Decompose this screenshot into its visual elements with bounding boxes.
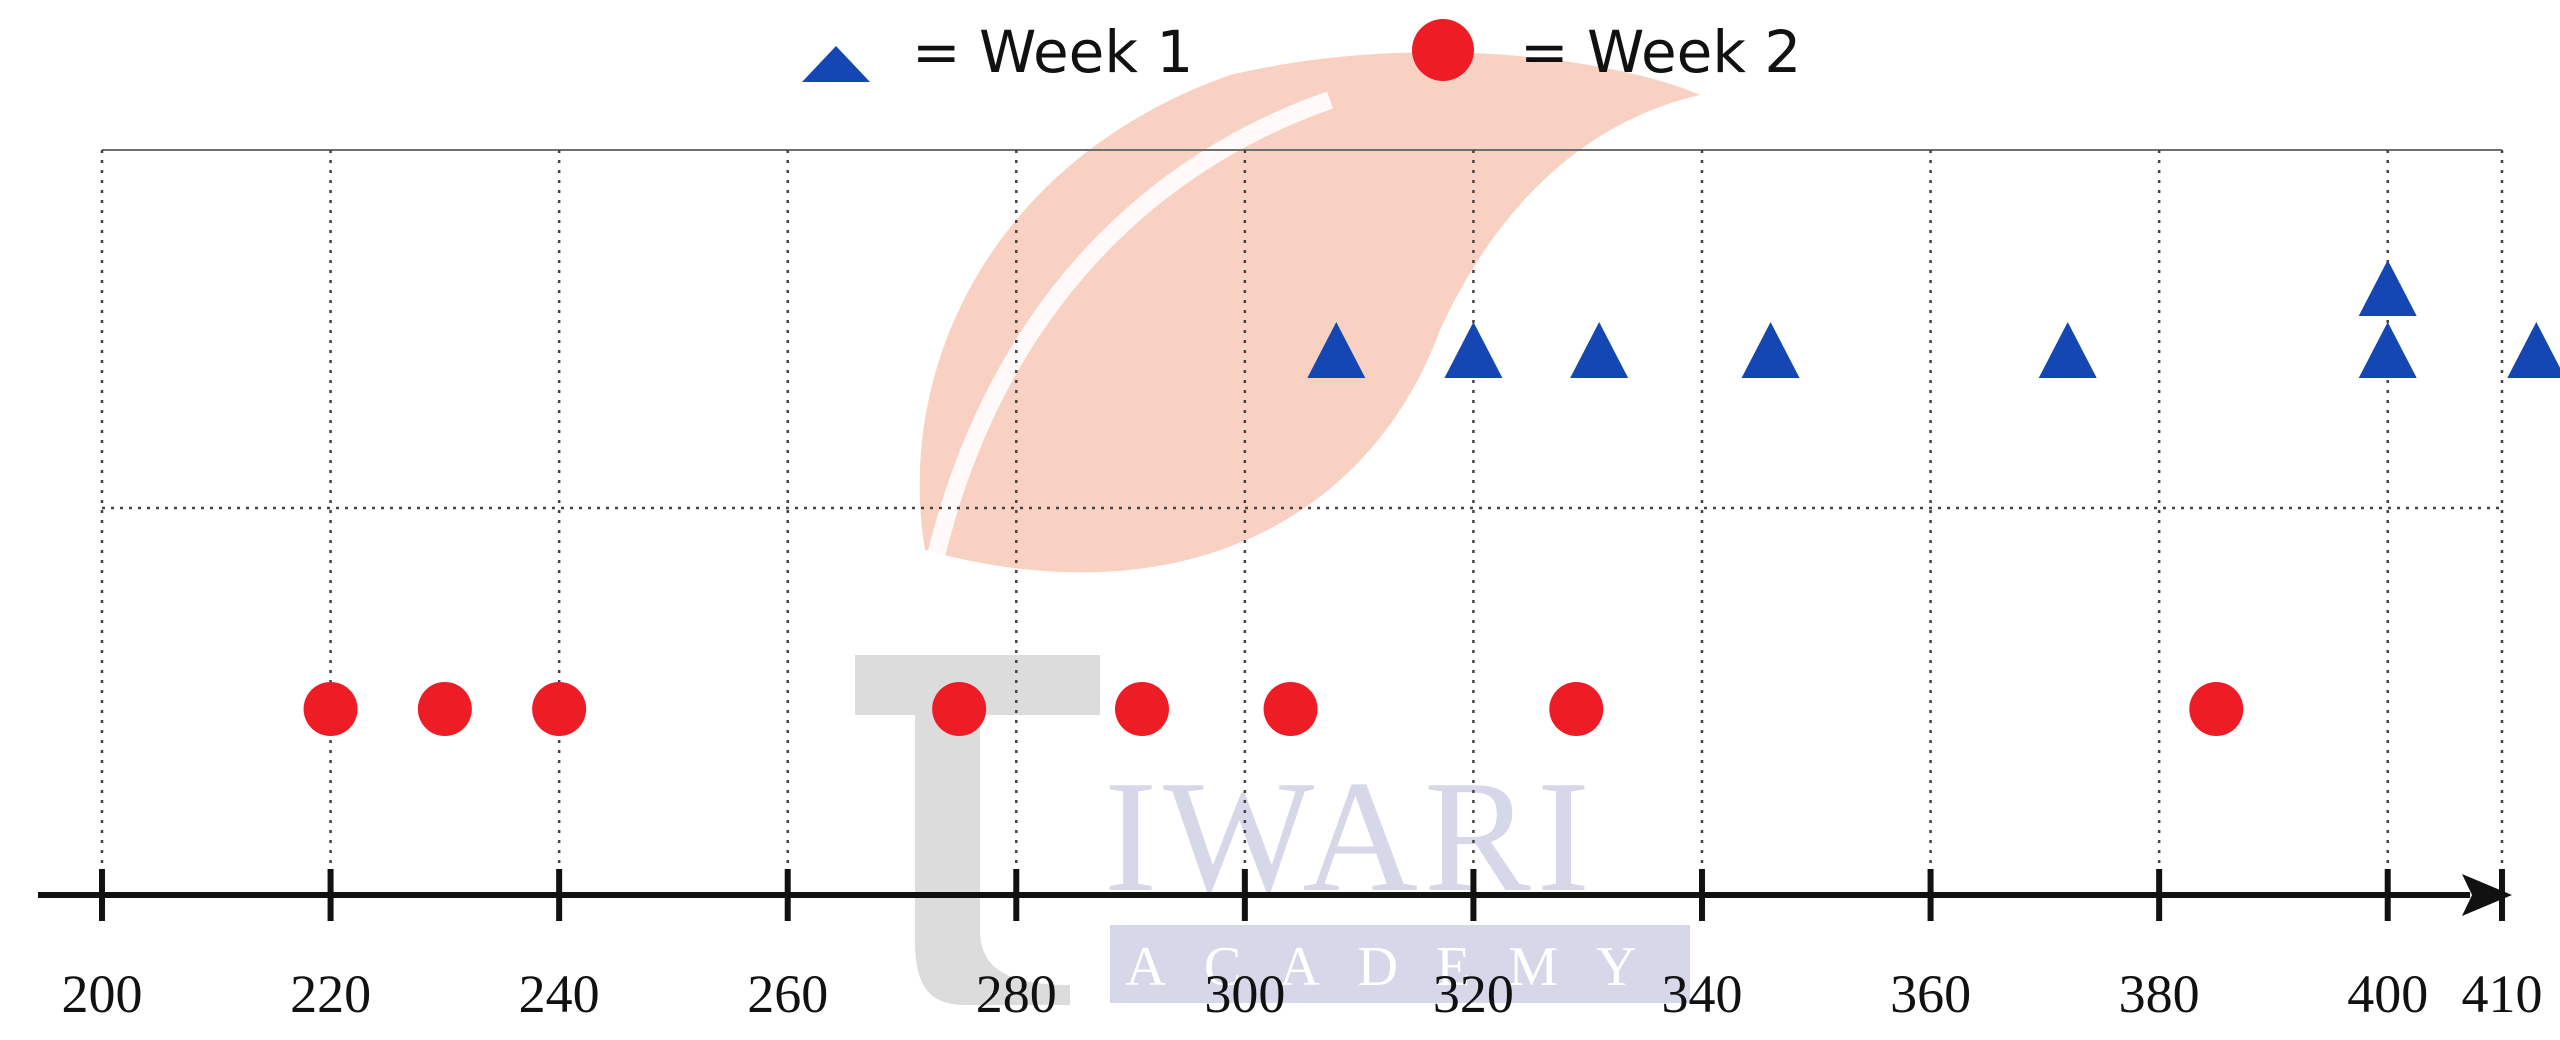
x-axis xyxy=(38,874,2512,916)
week2-point xyxy=(1549,682,1604,736)
week2-point xyxy=(303,682,358,736)
x-tick-label: 380 xyxy=(2119,964,2200,1024)
x-tick-label: 340 xyxy=(1662,964,1743,1024)
week1-point xyxy=(1307,322,1366,378)
x-tick-label: 220 xyxy=(290,964,371,1024)
x-tick-label: 300 xyxy=(1204,964,1285,1024)
watermark-t-letter xyxy=(855,655,1100,1005)
week2-point xyxy=(1263,682,1318,736)
x-ticks: 200 220 240 260 280 300 320 340 360 380 400 410 xyxy=(62,869,2543,1024)
watermark-subtext: ACADEMY xyxy=(1125,936,1674,998)
x-tick-label: 260 xyxy=(747,964,828,1024)
x-tick-label: 200 xyxy=(62,964,143,1024)
x-tick-label: 240 xyxy=(519,964,600,1024)
legend-week1-label: = Week 1 xyxy=(912,18,1193,86)
watermark: IWARI ACADEMY xyxy=(855,52,1700,1005)
x-axis-arrowhead xyxy=(2462,874,2512,916)
grid xyxy=(100,149,2504,895)
week1-point xyxy=(1570,322,1629,378)
watermark-subtext-band xyxy=(1110,925,1690,1003)
watermark-leaf-stroke xyxy=(926,91,1333,563)
legend: = Week 1 = Week 2 xyxy=(802,18,1801,86)
week2-point xyxy=(417,682,472,736)
week1-point xyxy=(1444,322,1503,378)
x-tick-label: 360 xyxy=(1890,964,1971,1024)
x-tick-label: 280 xyxy=(976,964,1057,1024)
week2-point xyxy=(2189,682,2244,736)
week2-point xyxy=(932,682,987,736)
week1-point xyxy=(2358,322,2417,378)
week2-point xyxy=(532,682,587,736)
watermark-text: IWARI xyxy=(1104,747,1596,925)
x-tick-label: 410 xyxy=(2462,964,2543,1024)
watermark-leaf xyxy=(919,52,1700,573)
x-tick-label: 320 xyxy=(1433,964,1514,1024)
legend-week2-marker xyxy=(1412,19,1474,81)
legend-week1-marker xyxy=(802,46,870,82)
x-tick-label: 400 xyxy=(2347,964,2428,1024)
data-marks xyxy=(303,260,2560,736)
week1-point xyxy=(2038,322,2097,378)
week1-point xyxy=(2358,260,2417,316)
week1-point xyxy=(1741,322,1800,378)
week1-point xyxy=(2507,322,2560,378)
legend-week2-label: = Week 2 xyxy=(1520,18,1801,86)
week2-point xyxy=(1115,682,1169,736)
